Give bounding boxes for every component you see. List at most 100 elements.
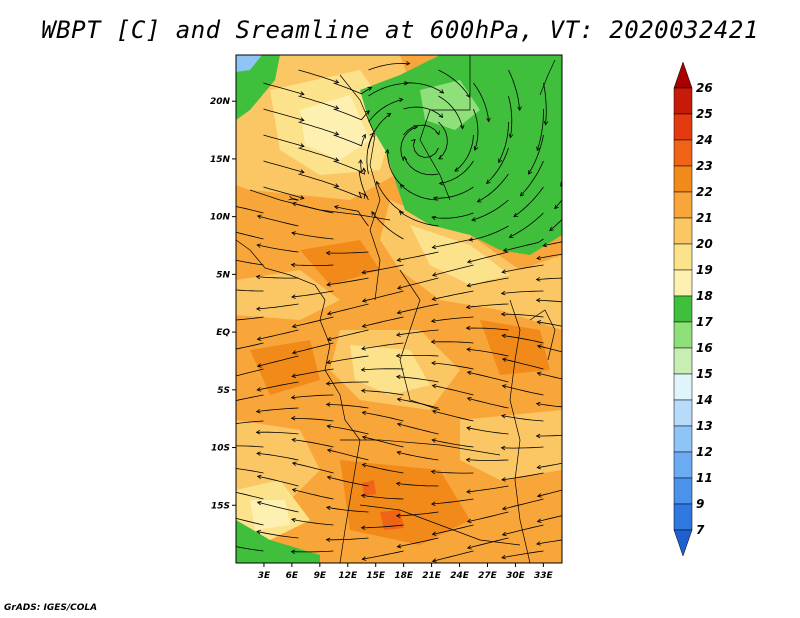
streamline [537, 372, 562, 380]
colorbar-swatch [673, 217, 693, 245]
streamline-arrow [536, 344, 542, 349]
streamline [536, 403, 562, 408]
streamline [397, 277, 439, 289]
streamline [543, 240, 562, 247]
streamline [466, 303, 509, 308]
streamline-arrow [501, 506, 507, 511]
streamline-arrow [361, 556, 367, 561]
streamline [257, 501, 299, 513]
streamline [508, 69, 521, 111]
streamline [292, 462, 334, 474]
lat-tick-label: 10S [211, 444, 230, 454]
colorbar-label: 26 [696, 81, 713, 95]
colorbar-swatch [673, 399, 693, 427]
streamline-arrow [430, 339, 436, 345]
streamline-arrow [395, 513, 401, 519]
streamline [236, 316, 264, 321]
streamline [412, 139, 439, 158]
streamline-arrow [222, 543, 226, 547]
streamline-arrow [223, 514, 227, 518]
colorbar-swatch [673, 425, 693, 453]
streamline-arrow [536, 146, 541, 152]
field-region-22-b [250, 340, 320, 395]
streamline [467, 371, 509, 383]
streamline-arrow [501, 269, 507, 274]
streamline [263, 186, 305, 199]
streamline-arrow [333, 205, 339, 210]
streamline [432, 410, 474, 422]
streamline-arrow [502, 247, 508, 253]
streamlines [222, 60, 579, 563]
streamline-arrow [256, 451, 261, 456]
streamline-arrow [431, 360, 436, 366]
streamline [298, 121, 339, 135]
streamline [327, 303, 369, 315]
streamline [502, 498, 544, 510]
streamline [537, 345, 562, 353]
streamline [326, 404, 369, 409]
streamline [467, 511, 509, 523]
streamline [236, 259, 264, 266]
streamline-arrow [299, 195, 305, 200]
streamline [486, 147, 509, 184]
streamline-arrow [431, 215, 437, 221]
streamline-arrow [291, 437, 296, 443]
streamline-arrow [361, 167, 367, 172]
streamline [263, 82, 305, 95]
lat-tick-label: 10N [210, 213, 231, 223]
streamline [327, 329, 369, 341]
streamline-arrow [291, 488, 297, 493]
streamline [431, 362, 474, 370]
streamline-arrow [291, 373, 297, 378]
streamline-arrow [438, 113, 444, 119]
streamline-arrow [535, 298, 541, 303]
streamline [368, 62, 410, 71]
streamline-arrow [326, 282, 331, 287]
streamline-arrow [465, 457, 471, 463]
streamline [236, 491, 264, 500]
streamline-arrow [334, 157, 340, 162]
field-region-23-a [362, 480, 376, 496]
streamline [396, 376, 439, 383]
credit-text: GrADS: IGES/COLA [4, 603, 98, 613]
streamline [292, 439, 334, 448]
streamline-arrow [325, 537, 331, 543]
streamline-arrow [466, 426, 471, 431]
streamline [467, 251, 509, 263]
streamline [371, 211, 404, 240]
streamline [257, 475, 299, 487]
border-2 [419, 55, 471, 201]
colorbar-swatch [673, 347, 693, 375]
plot-frame [235, 54, 563, 564]
streamline-arrow [290, 395, 296, 400]
streamline-arrow [536, 255, 541, 261]
streamline-arrow [465, 325, 471, 331]
streamline-arrow [256, 474, 262, 480]
streamline-arrow [396, 397, 402, 402]
streamline [333, 134, 366, 147]
streamline-arrow [466, 518, 472, 524]
streamline-arrow [466, 347, 471, 352]
streamline [568, 122, 579, 162]
streamline [431, 498, 474, 505]
streamline-arrow [255, 429, 261, 435]
streamline-arrow [438, 181, 444, 186]
streamline [501, 313, 544, 318]
streamline-arrow [405, 60, 411, 66]
streamline-arrow [501, 531, 507, 537]
streamline [560, 183, 562, 187]
streamline [298, 147, 339, 161]
streamline-arrow [334, 131, 340, 136]
streamline-arrow [431, 244, 437, 250]
streamline [362, 316, 404, 327]
streamline [549, 218, 562, 231]
streamline-arrow [299, 169, 305, 174]
streamline-arrow [325, 381, 331, 386]
streamline-arrow [396, 543, 402, 549]
streamline-arrow [431, 272, 437, 277]
colorbar-swatch [673, 373, 693, 401]
colorbar-label: 20 [696, 237, 713, 251]
streamline [327, 425, 369, 435]
field-region-20-southeast [460, 410, 562, 480]
streamline-arrow [256, 387, 262, 392]
